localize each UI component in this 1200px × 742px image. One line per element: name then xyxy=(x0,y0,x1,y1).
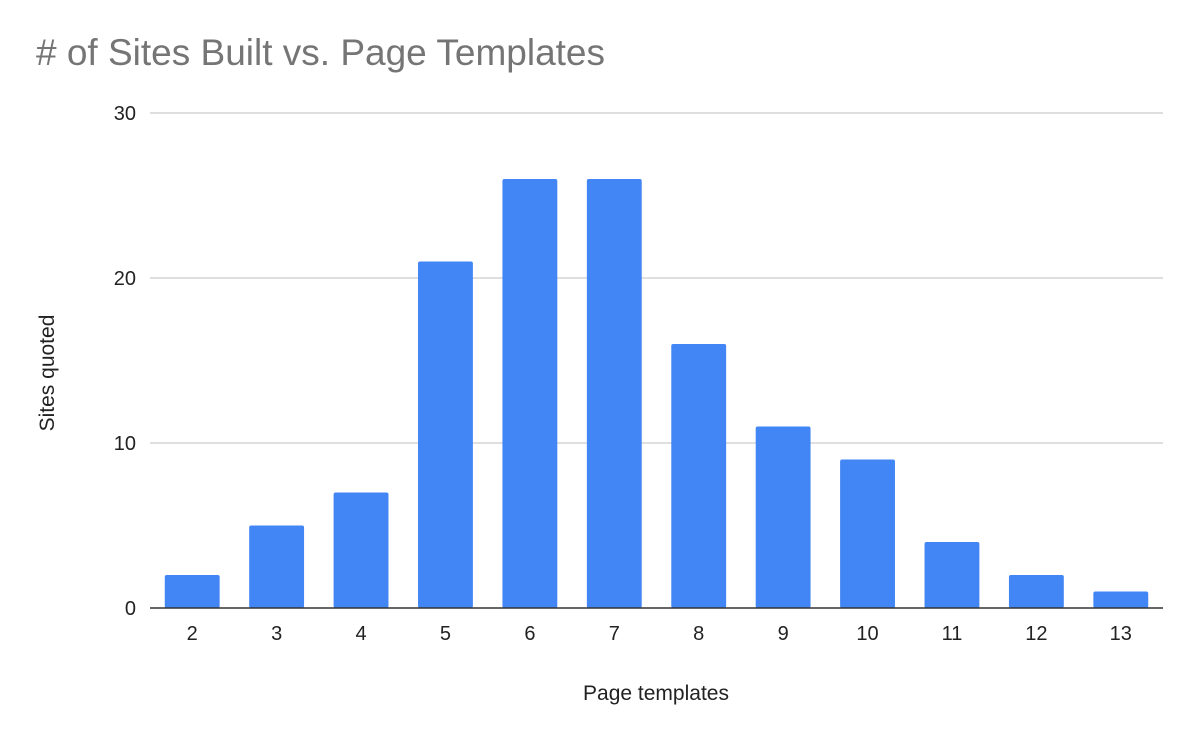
y-tick-label: 20 xyxy=(114,268,136,290)
x-tick-label: 5 xyxy=(440,623,451,645)
chart-title: # of Sites Built vs. Page Templates xyxy=(36,32,606,73)
bar xyxy=(418,261,473,608)
gridlines xyxy=(150,112,1163,444)
bar xyxy=(1093,591,1149,608)
bar xyxy=(586,179,642,608)
y-tick-label: 10 xyxy=(114,433,136,455)
x-tick-label: 6 xyxy=(524,623,535,645)
x-tick-label: 9 xyxy=(778,623,789,645)
x-tick-label: 8 xyxy=(693,623,704,645)
x-axis-title: Page templates xyxy=(583,682,729,705)
bar xyxy=(249,525,305,608)
bars xyxy=(164,179,1149,608)
bar xyxy=(755,426,811,608)
x-tick-label: 12 xyxy=(1025,623,1047,645)
bar xyxy=(924,542,980,608)
x-tick-label: 13 xyxy=(1110,623,1132,645)
bar xyxy=(333,492,389,608)
x-tick-label: 2 xyxy=(187,623,198,645)
bar xyxy=(1008,575,1064,608)
bar xyxy=(502,179,558,608)
bar xyxy=(164,575,220,608)
tick-labels: 0 10 20 30 2 3 4 5 6 7 8 9 10 11 12 13 xyxy=(114,103,1132,645)
bar xyxy=(840,459,895,608)
x-tick-label: 11 xyxy=(942,623,963,645)
x-tick-label: 3 xyxy=(271,623,282,645)
x-tick-label: 7 xyxy=(609,623,620,645)
x-tick-label: 4 xyxy=(355,623,366,645)
y-tick-label: 0 xyxy=(125,598,136,620)
x-tick-label: 10 xyxy=(856,623,878,645)
y-tick-label: 30 xyxy=(114,103,136,125)
y-axis-title: Sites quoted xyxy=(36,315,59,432)
bar xyxy=(671,344,727,608)
